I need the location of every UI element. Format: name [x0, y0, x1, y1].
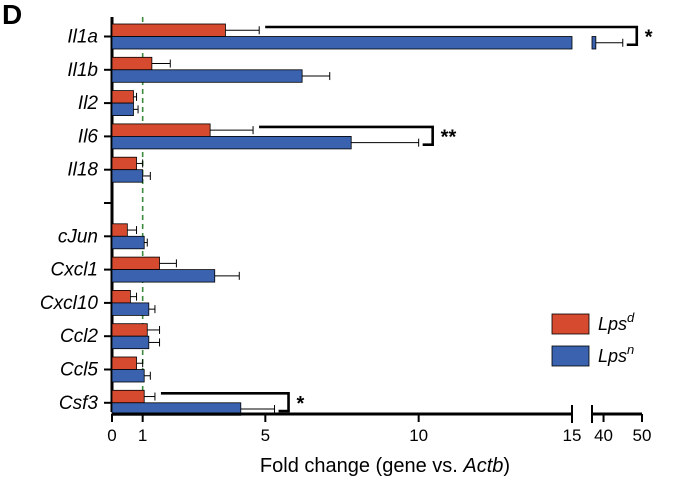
legend-label-name: Lps [598, 314, 627, 334]
bar-lpsn [111, 269, 216, 283]
x-tick-label: 40 [594, 426, 613, 445]
category-label: Il2 [78, 93, 99, 114]
bar-lpsn [111, 69, 303, 83]
x-axis-title-prefix: Fold change (gene vs. [260, 455, 463, 477]
legend-label-superscript: d [627, 310, 635, 325]
legend-label-superscript: n [627, 342, 634, 357]
category-label: Cxcl10 [40, 293, 99, 314]
bar-lpsn-continued [591, 36, 597, 50]
bar-lpsn [111, 135, 352, 150]
bar-lpsd [111, 23, 226, 37]
category-label: Il1a [67, 27, 98, 48]
significance-mark: * [645, 27, 653, 49]
category-label: Csf3 [59, 393, 99, 414]
bar-lpsn [111, 169, 144, 183]
bar-lpsd [111, 389, 145, 404]
x-tick-label: 15 [563, 426, 582, 445]
category-label: Cxcl1 [50, 260, 98, 281]
x-tick-label: 0 [107, 426, 116, 445]
significance-bracket [259, 125, 434, 146]
significance-bracket [160, 392, 290, 413]
panel-label: D [2, 0, 22, 30]
legend-label: Lpsn [598, 342, 634, 366]
category-label: Il18 [67, 160, 98, 181]
significance-mark: * [297, 393, 305, 415]
bar-lpsd [111, 323, 148, 337]
bar-lpsd [111, 56, 153, 71]
bar-lpsn [111, 36, 573, 50]
bar-lpsn [111, 369, 145, 383]
x-tick-label: 50 [633, 426, 652, 445]
bar-lpsn [111, 102, 134, 116]
x-tick-label: 10 [409, 426, 428, 445]
bar-lpsd [111, 156, 137, 171]
bar-lpsd [111, 256, 160, 271]
x-axis-title-gene: Actb [462, 455, 503, 477]
bar-lpsd [111, 123, 211, 137]
bar-lpsd [111, 356, 137, 370]
bar-lpsn [111, 235, 145, 250]
bar-lpsn [111, 302, 150, 316]
legend-swatch-lpsn [551, 345, 590, 367]
legend-label: Lpsd [598, 310, 635, 334]
bar-lpsd [111, 90, 134, 104]
legend-swatch-lpsd [551, 313, 590, 335]
significance-mark: ** [441, 126, 457, 148]
legend-label-name: Lps [598, 346, 627, 366]
plot-area: Il1a Il1b Il2 Il6 Il18 cJun Cxcl1 Cxcl10 Ccl2 Ccl… [40, 17, 653, 445]
category-label: cJun [58, 226, 98, 247]
category-label: Ccl2 [60, 326, 98, 347]
category-label: Il6 [78, 126, 99, 147]
x-tick-label: 1 [138, 426, 147, 445]
bar-lpsd [111, 223, 128, 237]
bar-lpsd [111, 289, 131, 304]
category-label: Il1b [67, 60, 98, 81]
bar-lpsn [111, 335, 150, 350]
significance-bracket [265, 25, 639, 47]
x-axis-title: Fold change (gene vs. Actb) [260, 455, 510, 477]
x-tick-label: 5 [261, 426, 270, 445]
category-label: Ccl5 [60, 360, 98, 381]
x-axis-title-suffix: ) [503, 455, 510, 477]
